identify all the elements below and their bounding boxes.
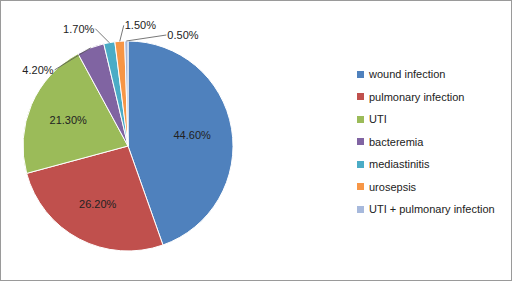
svg-text:4.20%: 4.20% <box>22 64 53 76</box>
html-text:UTI: UTI <box>369 113 387 125</box>
svg-text:44.60%: 44.60% <box>174 129 212 141</box>
html-text:pulmonary infection: pulmonary infection <box>369 90 465 103</box>
html-text:bacteremia: bacteremia <box>369 135 424 148</box>
svg-text:21.30%: 21.30% <box>50 114 88 126</box>
html-text:UTI + pulmonary infection: UTI + pulmonary infection <box>369 203 495 215</box>
html-text:urosepsis: urosepsis <box>369 180 417 193</box>
svg-text:1.70%: 1.70% <box>63 23 94 35</box>
svg-text:26.20%: 26.20% <box>79 198 117 210</box>
svg-text:1.50%: 1.50% <box>125 19 156 31</box>
svg-text:0.50%: 0.50% <box>167 29 198 41</box>
html-text:mediastinitis: mediastinitis <box>369 158 430 170</box>
html-text:wound infection: wound infection <box>369 68 446 80</box>
